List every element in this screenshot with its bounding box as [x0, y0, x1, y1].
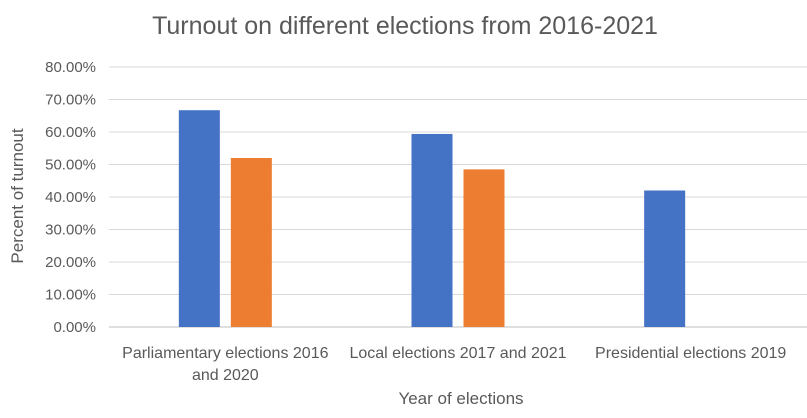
y-tick-label: 40.00%: [45, 189, 96, 206]
bar: [644, 190, 686, 327]
bar: [463, 169, 505, 327]
y-tick-label: 50.00%: [45, 157, 96, 174]
bars: [178, 110, 686, 327]
x-category-label: Local elections 2017 and 2021: [349, 345, 566, 362]
y-tick-label: 30.00%: [45, 222, 96, 239]
y-tick-label: 60.00%: [45, 124, 96, 141]
y-tick-label: 10.00%: [45, 287, 96, 304]
x-category-label: Presidential elections 2019: [595, 345, 786, 362]
x-axis-title: Year of elections: [398, 389, 523, 408]
x-category-label: and 2020: [192, 367, 259, 384]
y-tick-label: 20.00%: [45, 254, 96, 271]
bar: [178, 110, 220, 327]
x-category-labels: Parliamentary elections 2016 and 2020 Loca…: [122, 345, 786, 384]
y-axis-title: Percent of turnout: [8, 128, 27, 263]
chart-title: Turnout on different elections from 2016…: [152, 12, 658, 40]
y-tick-labels: 0.00% 10.00% 20.00% 30.00% 40.00% 50.00% 60.00…: [45, 59, 96, 336]
bar: [411, 133, 453, 327]
gridlines: [109, 66, 807, 328]
bar: [230, 158, 272, 327]
y-tick-label: 70.00%: [45, 92, 96, 109]
y-tick-label: 0.00%: [53, 319, 96, 336]
y-tick-label: 80.00%: [45, 59, 96, 76]
x-category-label: Parliamentary elections 2016: [122, 345, 328, 362]
